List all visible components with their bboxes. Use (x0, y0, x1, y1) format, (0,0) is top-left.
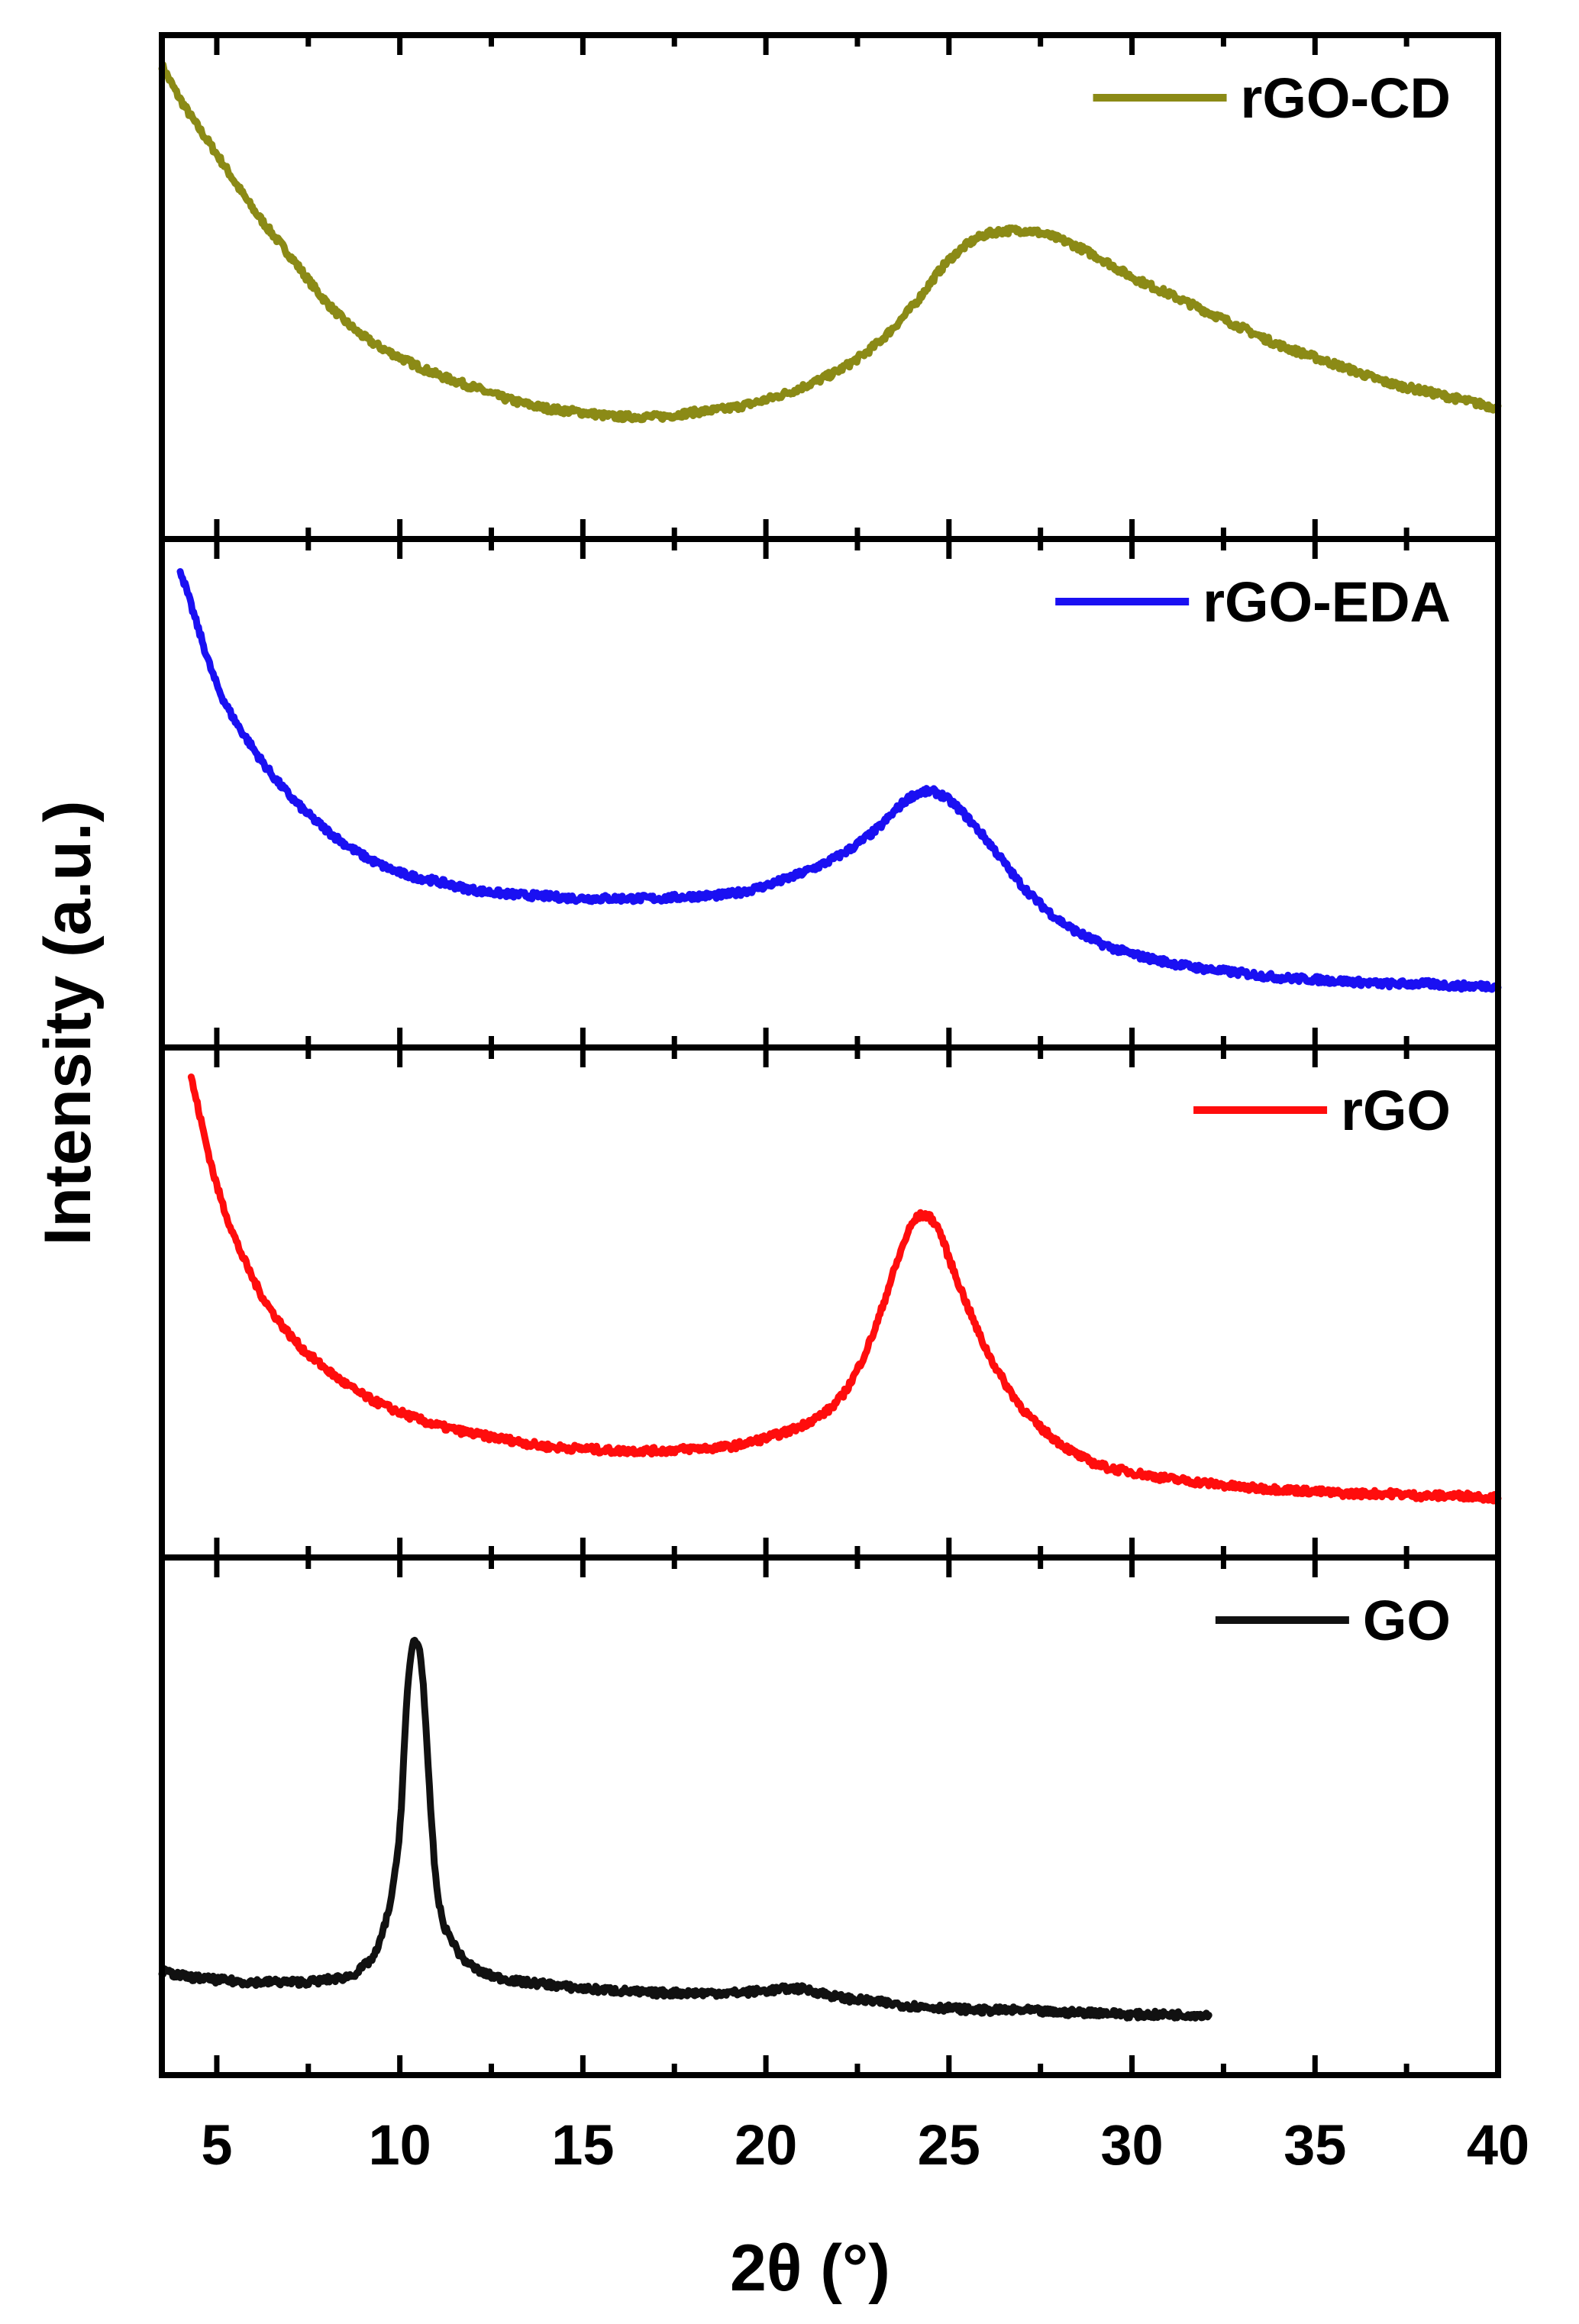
panel-rgo-eda: rGO-EDA (159, 536, 1502, 1051)
legend-label: GO (1363, 1589, 1451, 1652)
x-tick-label: 20 (735, 2113, 797, 2177)
x-tick-label: 25 (918, 2113, 980, 2177)
x-tick-label: 40 (1467, 2113, 1529, 2177)
legend-label: rGO-EDA (1203, 570, 1451, 634)
series-line-rgo-cd (158, 61, 1502, 424)
x-tick-label: 15 (551, 2113, 614, 2177)
panel-frame (159, 1044, 1501, 1561)
series-line-rgo (187, 1073, 1502, 1505)
x-tick-label: 30 (1100, 2113, 1163, 2177)
x-tick-label: 35 (1284, 2113, 1346, 2177)
legend-label: rGO (1341, 1079, 1451, 1142)
panels-layer: rGO-CD rGO-EDA rGO GO (158, 32, 1502, 2078)
x-tick-label: 5 (201, 2113, 232, 2177)
panel-frame (159, 1554, 1501, 2078)
legend-rgo: rGO (1193, 1079, 1451, 1142)
x-axis: 5 10 15 20 25 30 35 40 (201, 2113, 1529, 2177)
legend-rgo-eda: rGO-EDA (1055, 570, 1451, 634)
legend-label: rGO-CD (1241, 66, 1451, 130)
x-axis-title: 2θ (°) (730, 2232, 890, 2305)
legend-rgo-cd: rGO-CD (1093, 66, 1451, 130)
panel-go: GO (158, 1554, 1501, 2078)
x-tick-label: 10 (368, 2113, 431, 2177)
y-axis-title: Intensity (a.u.) (31, 801, 105, 1246)
panel-rgo: rGO (159, 1044, 1502, 1561)
panel-rgo-cd: rGO-CD (158, 32, 1502, 542)
legend-go: GO (1215, 1589, 1451, 1652)
series-line-go (158, 1636, 1213, 2022)
series-line-rgo-eda (176, 568, 1502, 993)
